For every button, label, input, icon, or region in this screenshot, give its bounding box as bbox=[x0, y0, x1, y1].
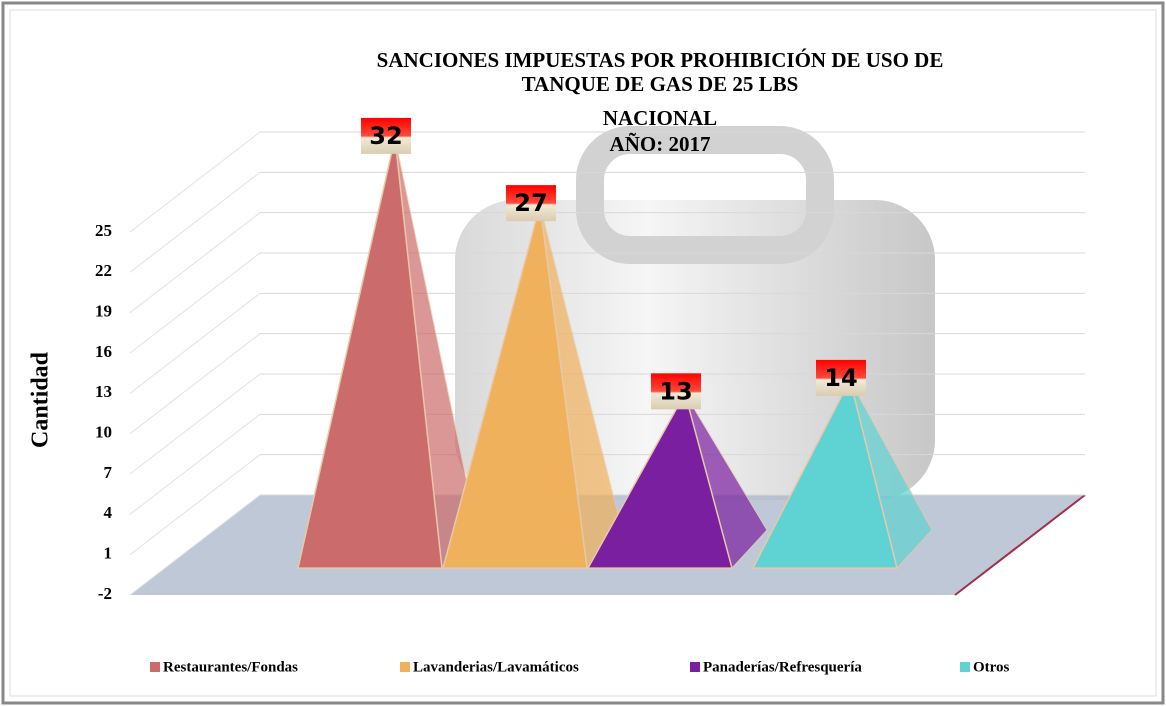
y-tick-label: 19 bbox=[95, 302, 112, 321]
value-label: 27 bbox=[514, 189, 547, 217]
chart-title: TANQUE DE GAS DE 25 LBS bbox=[522, 72, 799, 96]
legend-label: Lavanderias/Lavamáticos bbox=[413, 659, 579, 675]
y-tick-label: 13 bbox=[95, 382, 112, 401]
value-label: 13 bbox=[659, 377, 692, 405]
chart-title: AÑO: 2017 bbox=[610, 132, 711, 156]
value-label: 32 bbox=[369, 122, 402, 150]
y-tick-label: 22 bbox=[95, 261, 112, 280]
chart-title: NACIONAL bbox=[603, 106, 717, 130]
legend-swatch bbox=[150, 662, 160, 672]
legend-label: Otros bbox=[973, 659, 1010, 675]
y-tick-label: 10 bbox=[95, 423, 112, 442]
value-label: 14 bbox=[824, 364, 857, 392]
y-axis-title: Cantidad bbox=[28, 351, 54, 448]
y-tick-label: 1 bbox=[104, 544, 113, 563]
legend-swatch bbox=[960, 662, 970, 672]
chart-title: SANCIONES IMPUESTAS POR PROHIBICIÓN DE U… bbox=[377, 48, 944, 72]
legend-label: Panaderías/Refresquería bbox=[703, 659, 862, 675]
chart: SANCIONES IMPUESTAS POR PROHIBICIÓN DE U… bbox=[0, 0, 1166, 706]
y-tick-label: -2 bbox=[98, 584, 112, 603]
legend-label: Restaurantes/Fondas bbox=[163, 659, 298, 675]
y-tick-label: 16 bbox=[95, 342, 112, 361]
y-tick-label: 4 bbox=[104, 503, 113, 522]
y-tick-label: 7 bbox=[104, 463, 113, 482]
legend-swatch bbox=[690, 662, 700, 672]
legend-swatch bbox=[400, 662, 410, 672]
y-tick-label: 25 bbox=[95, 221, 112, 240]
